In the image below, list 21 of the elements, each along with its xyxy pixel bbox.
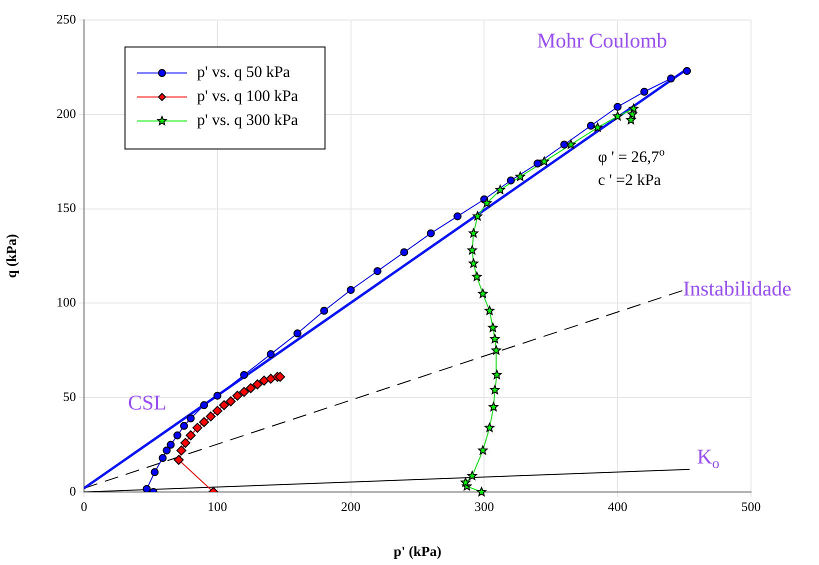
annotation: Mohr Coulomb (537, 28, 668, 53)
y-tick-label: 200 (56, 106, 76, 121)
x-tick-label: 100 (208, 499, 228, 514)
y-tick-label: 150 (56, 200, 76, 216)
annotation: c ' =2 kPa (598, 172, 662, 190)
annotation: Instabilidade (683, 276, 792, 301)
legend-label: p' vs. q 300 kPa (197, 112, 298, 130)
annotation: CSL (128, 390, 167, 415)
x-tick-label: 300 (474, 499, 494, 514)
legend-label: p' vs. q 100 kPa (197, 88, 298, 106)
x-tick-label: 0 (80, 499, 88, 514)
legend-label: p' vs. q 50 kPa (197, 64, 290, 82)
y-axis-title: q (kPa) (5, 234, 20, 278)
x-tick-label: 200 (341, 499, 361, 514)
y-tick-label: 50 (63, 389, 76, 404)
y-tick-label: 100 (56, 294, 76, 310)
y-tick-label: 250 (56, 11, 76, 26)
x-tick-label: 400 (608, 499, 628, 514)
x-axis-title: p' (kPa) (394, 545, 442, 560)
y-tick-label: 0 (70, 483, 76, 498)
x-tick-label: 500 (741, 499, 761, 514)
